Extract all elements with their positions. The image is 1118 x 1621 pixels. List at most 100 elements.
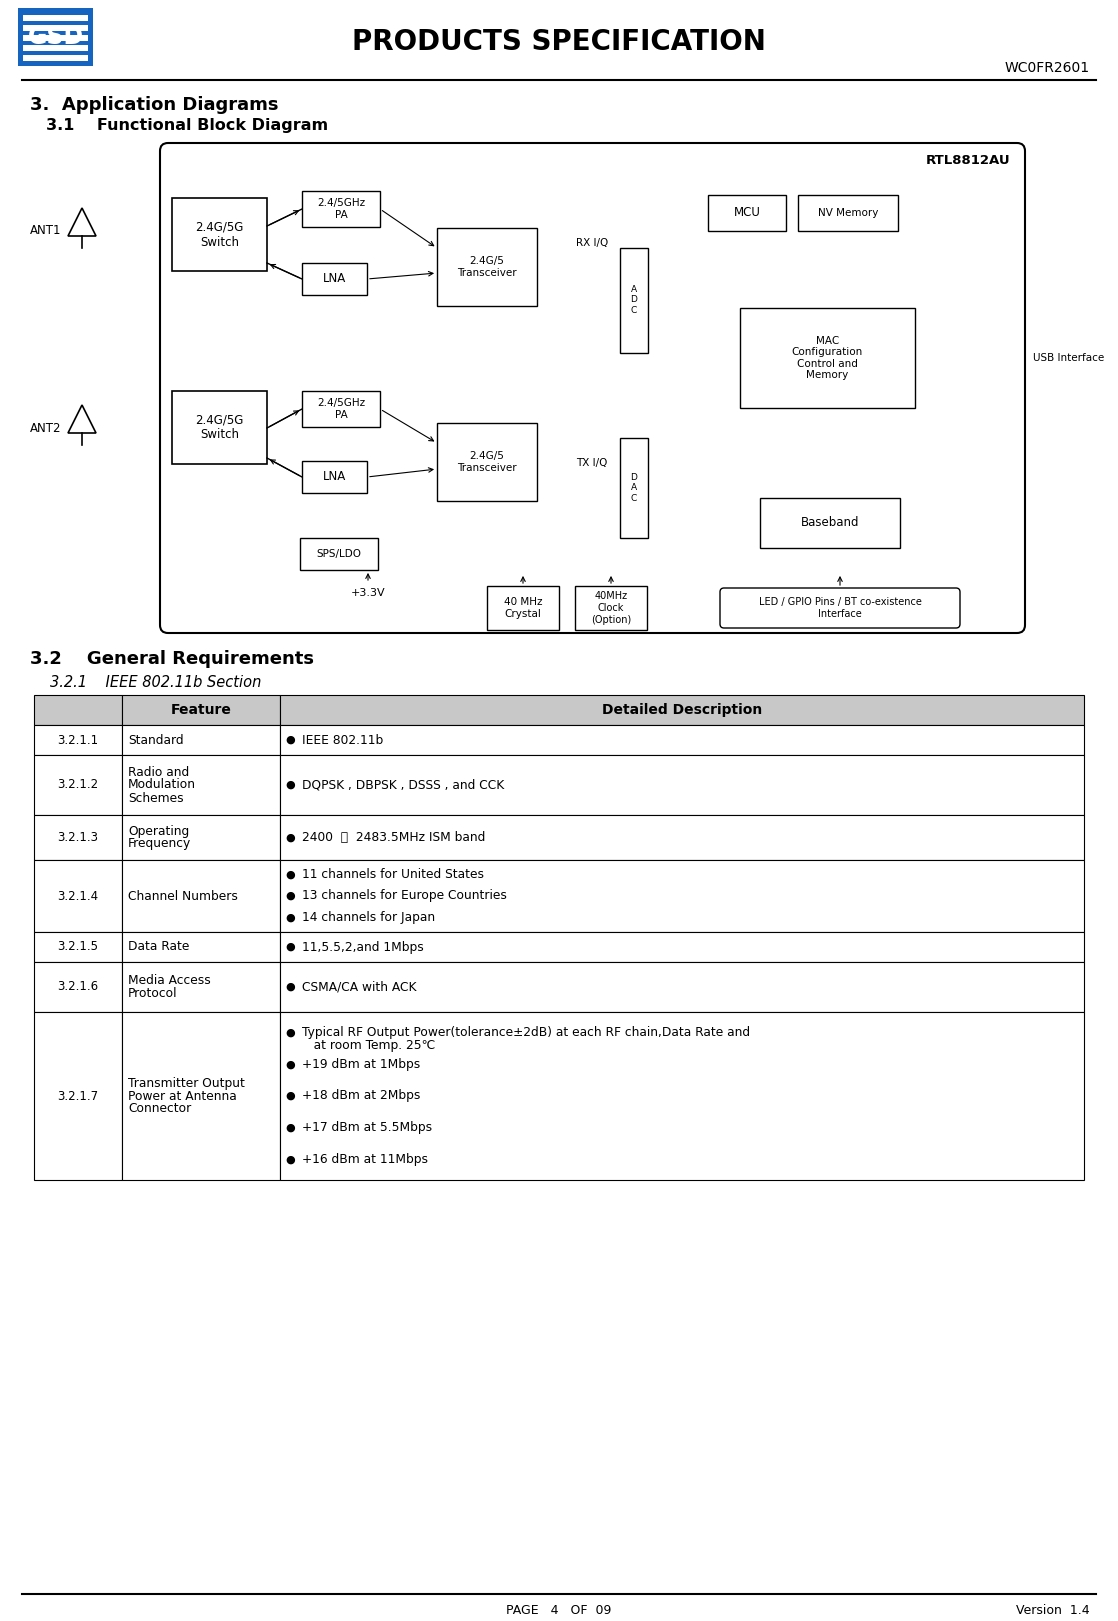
Text: 3.1    Functional Block Diagram: 3.1 Functional Block Diagram [46,118,328,133]
Text: +18 dBm at 2Mbps: +18 dBm at 2Mbps [302,1089,420,1102]
Text: SPS/LDO: SPS/LDO [316,550,361,559]
Text: ●: ● [285,869,295,879]
Bar [302,460,367,493]
Text: IEEE 802.11b: IEEE 802.11b [302,733,383,747]
Text: ●: ● [285,913,295,922]
Text: 3.2.1.5: 3.2.1.5 [57,940,98,953]
Bar [122,725,280,755]
Text: 2.4/5GHz
PA: 2.4/5GHz PA [316,399,366,420]
Bar [575,587,647,631]
Text: ●: ● [285,1123,295,1133]
Text: Transmitter Output: Transmitter Output [127,1076,245,1089]
Text: Data Rate: Data Rate [127,940,189,953]
Text: at room Temp. 25℃: at room Temp. 25℃ [302,1039,435,1052]
Bar [34,932,122,961]
Text: Connector: Connector [127,1102,191,1115]
Text: ●: ● [285,833,295,843]
Text: TX I/Q: TX I/Q [576,459,608,468]
Bar [172,198,267,271]
Bar [280,932,1084,961]
Text: Baseband: Baseband [800,517,860,530]
Text: LNA: LNA [323,470,347,483]
Text: DQPSK , DBPSK , DSSS , and CCK: DQPSK , DBPSK , DSSS , and CCK [302,778,504,791]
Text: MCU: MCU [733,206,760,219]
Text: +17 dBm at 5.5Mbps: +17 dBm at 5.5Mbps [302,1122,433,1135]
Text: 2.4G/5
Transceiver: 2.4G/5 Transceiver [457,256,517,277]
Text: WC0FR2601: WC0FR2601 [1005,62,1090,75]
Text: MAC
Configuration
Control and
Memory: MAC Configuration Control and Memory [792,336,863,381]
Text: Media Access: Media Access [127,974,211,987]
Bar [23,24,88,31]
Text: 3.2.1.2: 3.2.1.2 [57,778,98,791]
Bar [620,438,648,538]
Bar [122,755,280,815]
Text: 2.4/5GHz
PA: 2.4/5GHz PA [316,198,366,220]
Text: PAGE   4   OF  09: PAGE 4 OF 09 [506,1605,612,1618]
Text: 3.  Application Diagrams: 3. Application Diagrams [30,96,278,113]
Bar [122,932,280,961]
Bar [280,695,1084,725]
Bar [437,423,537,501]
Bar [34,755,122,815]
Text: ●: ● [285,1091,295,1101]
Text: D
A
C: D A C [631,473,637,503]
Bar [708,195,786,232]
Text: 3.2.1    IEEE 802.11b Section: 3.2.1 IEEE 802.11b Section [50,674,262,691]
Text: 3.2    General Requirements: 3.2 General Requirements [30,650,314,668]
Bar [620,248,648,353]
Bar [280,961,1084,1012]
Text: ANT1: ANT1 [30,224,61,238]
Text: Power at Antenna: Power at Antenna [127,1089,237,1102]
Text: +16 dBm at 11Mbps: +16 dBm at 11Mbps [302,1153,428,1165]
Text: 13 channels for Europe Countries: 13 channels for Europe Countries [302,890,506,903]
Bar [122,815,280,861]
Text: 2400  ～  2483.5MHz ISM band: 2400 ～ 2483.5MHz ISM band [302,832,485,845]
Text: ●: ● [285,892,295,901]
Text: 40MHz
Clock
(Option): 40MHz Clock (Option) [591,592,632,624]
Text: 2.4G/5G
Switch: 2.4G/5G Switch [196,220,244,248]
Text: NV Memory: NV Memory [817,207,878,217]
Bar [437,229,537,306]
Bar [280,725,1084,755]
Bar [23,55,88,62]
Bar [280,755,1084,815]
Text: LED / GPIO Pins / BT co-existence
Interface: LED / GPIO Pins / BT co-existence Interf… [758,597,921,619]
Text: USB Interface: USB Interface [1033,353,1105,363]
Bar [122,861,280,932]
Bar [122,961,280,1012]
FancyBboxPatch shape [160,143,1025,632]
Bar [122,1012,280,1180]
Bar [302,263,367,295]
Bar [34,861,122,932]
Text: Feature: Feature [171,704,231,716]
Text: 3.2.1.6: 3.2.1.6 [57,981,98,994]
Text: Typical RF Output Power(tolerance±2dB) at each RF chain,Data Rate and: Typical RF Output Power(tolerance±2dB) a… [302,1026,750,1039]
Bar [34,725,122,755]
Bar [34,815,122,861]
Bar [280,815,1084,861]
Bar [280,861,1084,932]
Bar [18,8,93,66]
Bar [487,587,559,631]
Bar [122,695,280,725]
Text: ●: ● [285,1154,295,1164]
Text: Detailed Description: Detailed Description [601,704,762,716]
Text: Schemes: Schemes [127,791,183,804]
Text: ●: ● [285,1059,295,1070]
Text: GSD: GSD [28,24,84,49]
Bar [34,961,122,1012]
Text: 3.2.1.4: 3.2.1.4 [57,890,98,903]
Text: 11 channels for United States: 11 channels for United States [302,867,484,880]
Bar [280,1012,1084,1180]
Text: Version  1.4: Version 1.4 [1016,1605,1090,1618]
Text: ●: ● [285,942,295,952]
Text: 14 channels for Japan: 14 channels for Japan [302,911,435,924]
Text: ●: ● [285,734,295,746]
Text: 2.4G/5
Transceiver: 2.4G/5 Transceiver [457,451,517,473]
Text: +3.3V: +3.3V [351,588,386,598]
Bar [34,695,122,725]
Text: Frequency: Frequency [127,838,191,851]
Text: ●: ● [285,982,295,992]
Bar [740,308,915,408]
Bar [302,391,380,426]
